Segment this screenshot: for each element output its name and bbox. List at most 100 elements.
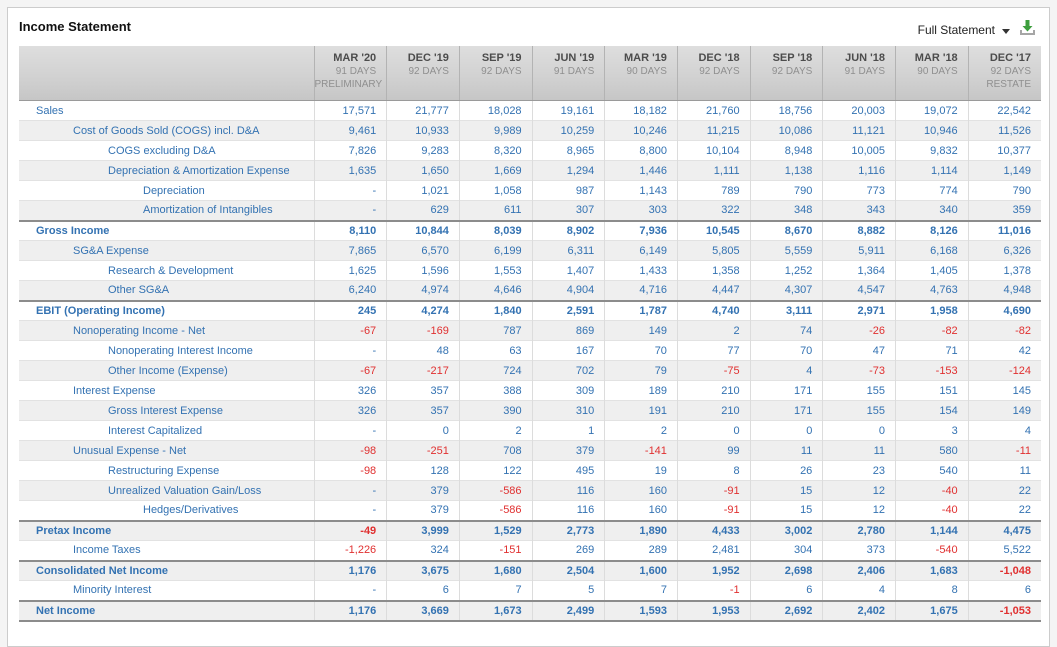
row-label-link[interactable]: Nonoperating Interest Income <box>108 344 253 357</box>
row-label-link[interactable]: Gross Interest Expense <box>108 404 223 417</box>
value-cell: 611 <box>458 200 533 221</box>
value-cell: 1,958 <box>895 300 969 321</box>
table-row: Interest Capitalized -0 2 1 2 0 0 0 3 4 <box>19 420 1041 441</box>
value-cell: -82 <box>967 320 1041 341</box>
value-cell: 9,989 <box>458 120 533 141</box>
row-label-link[interactable]: SG&A Expense <box>73 244 149 257</box>
value-cell: 987 <box>531 180 605 201</box>
value-cell: 379 <box>386 480 460 501</box>
value-cell: 8,126 <box>895 220 969 241</box>
row-label-link[interactable]: Consolidated Net Income <box>36 564 169 577</box>
value-cell: 6,168 <box>895 240 969 261</box>
column-period-label: DEC '17 <box>989 52 1031 64</box>
row-label: Interest Capitalized <box>19 421 314 441</box>
value-cell: 326 <box>313 380 387 401</box>
table-row: Consolidated Net Income 1,176 3,675 1,680 2,… <box>19 560 1041 581</box>
row-label-link[interactable]: Income Taxes <box>73 544 141 557</box>
value-cell: 3,669 <box>386 600 460 621</box>
value-cell: 6,570 <box>386 240 460 261</box>
row-label-link[interactable]: COGS excluding D&A <box>108 144 216 157</box>
value-cell: 4,763 <box>895 280 969 301</box>
column-header: SEP '18 92 DAYS <box>749 46 823 101</box>
page-title: Income Statement <box>19 19 131 34</box>
row-label: Minority Interest <box>19 581 314 601</box>
row-label-link[interactable]: Pretax Income <box>36 524 112 537</box>
value-cell: 7 <box>604 580 678 601</box>
value-cell: 2,499 <box>531 600 605 621</box>
value-cell: 116 <box>531 500 605 521</box>
value-cell: 1,680 <box>458 560 533 581</box>
value-cell: 343 <box>822 200 896 221</box>
row-label-link[interactable]: Other SG&A <box>108 284 170 297</box>
row-label-link[interactable]: Net Income <box>36 604 96 617</box>
value-cell: 495 <box>531 460 605 481</box>
row-label-link[interactable]: Amortization of Intangibles <box>143 204 273 217</box>
table-row: Sales 17,571 21,777 18,028 19,161 18,182 21,76… <box>19 100 1041 121</box>
row-label-link[interactable]: EBIT (Operating Income) <box>36 304 165 317</box>
column-days-label: 92 DAYS <box>408 66 449 77</box>
value-cell: 1,446 <box>604 160 678 181</box>
table-row: Amortization of Intangibles -629 611 307 303… <box>19 200 1041 221</box>
row-label-link[interactable]: Nonoperating Income - Net <box>73 324 206 337</box>
value-cell: 1,593 <box>604 600 678 621</box>
value-cell: 17,571 <box>313 100 387 121</box>
value-cell: 1,529 <box>458 520 533 541</box>
row-label-link[interactable]: Other Income (Expense) <box>108 364 228 377</box>
row-label: Cost of Goods Sold (COGS) incl. D&A <box>19 121 314 141</box>
value-cell: 1,252 <box>749 260 823 281</box>
row-label: Nonoperating Income - Net <box>19 321 314 341</box>
value-cell: 1,143 <box>604 180 678 201</box>
row-label-link[interactable]: Hedges/Derivatives <box>143 504 239 517</box>
value-cell: 388 <box>458 380 533 401</box>
value-cell: 4,274 <box>386 300 460 321</box>
row-label-link[interactable]: Depreciation <box>143 184 205 197</box>
row-label: Restructuring Expense <box>19 461 314 481</box>
value-cell: 11,016 <box>967 220 1041 241</box>
value-cell: 2,406 <box>822 560 896 581</box>
value-cell: 0 <box>676 420 751 441</box>
value-cell: 77 <box>676 340 751 361</box>
column-header: MAR '19 90 DAYS <box>604 46 678 101</box>
column-header: JUN '18 91 DAYS <box>822 46 896 101</box>
table-row: Minority Interest -6 7 5 7 -1 6 4 8 6 <box>19 580 1041 601</box>
row-label-link[interactable]: Unrealized Valuation Gain/Loss <box>108 484 262 497</box>
row-label: Gross Interest Expense <box>19 401 314 421</box>
value-cell: 4,690 <box>967 300 1041 321</box>
row-label-link[interactable]: Restructuring Expense <box>108 464 220 477</box>
value-cell: 210 <box>676 380 751 401</box>
chevron-down-icon[interactable] <box>1002 28 1010 34</box>
row-label-link[interactable]: Gross Income <box>36 224 110 237</box>
row-label-link[interactable]: Unusual Expense - Net <box>73 444 187 457</box>
download-button[interactable] <box>1020 19 1035 41</box>
row-label: Consolidated Net Income <box>19 561 314 581</box>
value-cell: 22 <box>967 480 1041 501</box>
column-header: MAR '20 91 DAYS PRELIMINARY <box>313 46 387 101</box>
value-cell: 1,650 <box>386 160 460 181</box>
value-cell: 6 <box>749 580 823 601</box>
value-cell: 5,805 <box>676 240 751 261</box>
row-label-link[interactable]: Cost of Goods Sold (COGS) incl. D&A <box>73 124 260 137</box>
table-row: Nonoperating Income - Net -67 -169 787 869 14… <box>19 320 1041 341</box>
value-cell: 789 <box>676 180 751 201</box>
row-label-link[interactable]: Depreciation & Amortization Expense <box>108 164 290 177</box>
value-cell: 1,378 <box>967 260 1041 281</box>
value-cell: 47 <box>822 340 896 361</box>
row-label-link[interactable]: Minority Interest <box>73 584 152 597</box>
value-cell: 8,110 <box>313 220 387 241</box>
value-cell: 19,161 <box>531 100 605 121</box>
table-row: Depreciation -1,021 1,058 987 1,143 789 790 773… <box>19 180 1041 201</box>
value-cell: 189 <box>604 380 678 401</box>
row-label-link[interactable]: Interest Capitalized <box>108 424 203 437</box>
row-label-link[interactable]: Sales <box>36 104 64 117</box>
row-label-link[interactable]: Interest Expense <box>73 384 156 397</box>
row-label-link[interactable]: Research & Development <box>108 264 234 277</box>
value-cell: 8,670 <box>749 220 823 241</box>
row-label: Net Income <box>19 601 314 621</box>
value-cell: 10,933 <box>386 120 460 141</box>
value-cell: 149 <box>604 320 678 341</box>
column-period-label: DEC '18 <box>698 52 740 64</box>
value-cell: 6,149 <box>604 240 678 261</box>
statement-view-dropdown[interactable]: Full Statement <box>918 23 1010 37</box>
value-cell: 6,240 <box>313 280 387 301</box>
value-cell: 151 <box>895 380 969 401</box>
